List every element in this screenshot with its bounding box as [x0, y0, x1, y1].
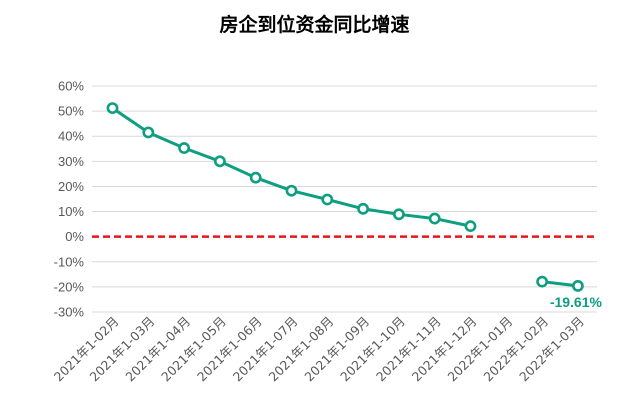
series-line — [541, 280, 579, 288]
y-tick-label: -30% — [54, 305, 85, 320]
data-point — [392, 208, 405, 221]
data-point — [357, 202, 369, 215]
y-tick-label: 10% — [58, 204, 84, 219]
y-tick-label: 60% — [58, 79, 84, 94]
data-point — [536, 275, 548, 288]
series-layer — [111, 106, 579, 288]
data-point — [142, 126, 155, 139]
y-tick-label: 20% — [58, 179, 84, 194]
data-point — [285, 184, 298, 197]
data-point — [572, 280, 584, 292]
y-tick-label: 50% — [58, 104, 84, 119]
x-axis: 2021年1-02月2021年1-03月2021年1-04月2021年1-05月… — [51, 314, 587, 385]
y-tick-label: 0% — [65, 229, 84, 244]
x-tick-label: 2022年1-03月 — [516, 314, 587, 385]
data-point — [178, 142, 190, 154]
series-line — [111, 106, 471, 228]
y-tick-label: -10% — [54, 254, 85, 269]
data-point — [213, 155, 226, 168]
y-tick-label: 40% — [58, 129, 84, 144]
data-label: -19.61% — [550, 294, 603, 310]
data-point — [106, 102, 119, 114]
data-label-layer: -19.61% — [550, 294, 603, 310]
y-axis: 60% 50% 40% 30% 20% 10% 0% -10% -20% -30% — [54, 79, 85, 320]
data-point — [249, 171, 262, 184]
y-tick-label: -20% — [54, 279, 85, 294]
chart-title: 房企到位资金同比增速 — [219, 14, 410, 36]
data-point — [428, 212, 441, 225]
data-point — [321, 193, 334, 206]
y-tick-label: 30% — [58, 154, 84, 169]
marker-layer — [106, 102, 584, 292]
data-point — [464, 220, 477, 233]
grid-layer — [92, 85, 597, 313]
